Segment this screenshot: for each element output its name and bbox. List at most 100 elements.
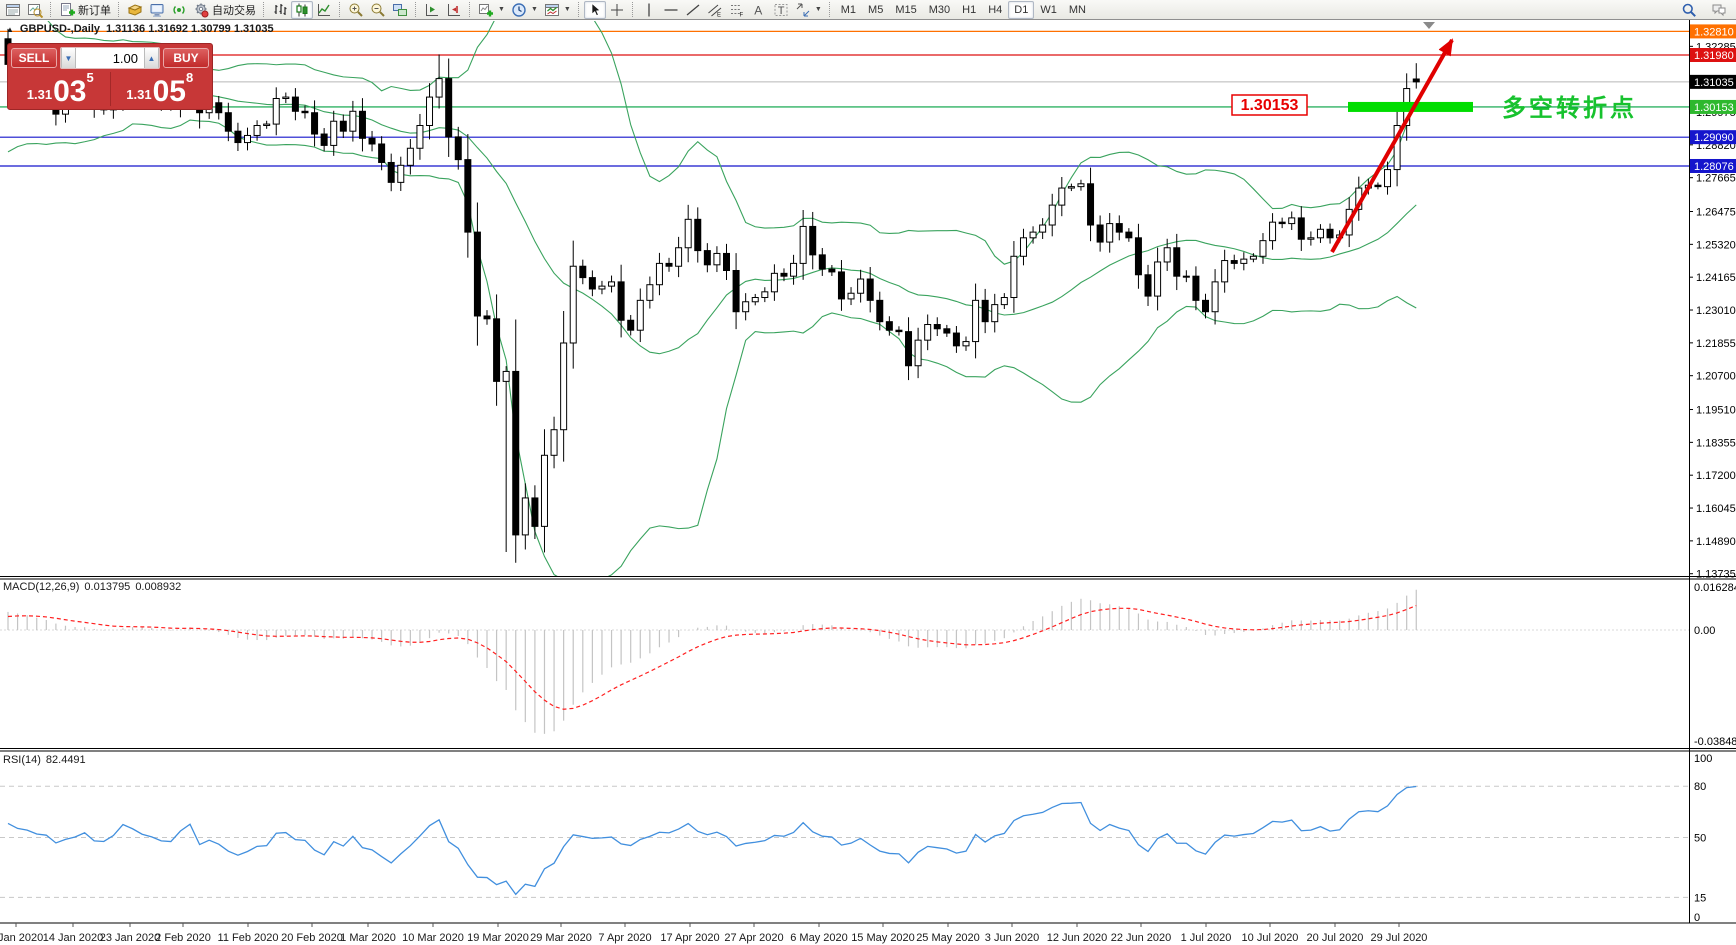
macd-scale-label: 0.00 bbox=[1694, 625, 1715, 637]
candle-body bbox=[780, 272, 788, 277]
candle-body bbox=[1096, 224, 1104, 243]
candle-body bbox=[483, 315, 491, 320]
candle-body bbox=[550, 429, 558, 456]
price-badge-label: 1.32810 bbox=[1694, 26, 1734, 38]
arrows-button[interactable]: ▼ bbox=[792, 1, 825, 19]
timeframe-m15-button[interactable]: M15 bbox=[889, 1, 922, 19]
volume-input[interactable] bbox=[76, 49, 144, 67]
chart-background bbox=[0, 20, 1736, 945]
candle-body bbox=[732, 269, 740, 313]
candle-body bbox=[885, 321, 893, 331]
date-label: 29 Jul 2020 bbox=[1371, 932, 1428, 944]
collapse-marker-icon[interactable]: ▲ bbox=[6, 24, 14, 34]
candle-body bbox=[1058, 187, 1066, 206]
indicators-button[interactable]: ▼ bbox=[475, 1, 508, 19]
price-badge bbox=[1690, 158, 1736, 173]
candle-body bbox=[1393, 125, 1401, 171]
candle-body bbox=[790, 262, 798, 277]
candle-body bbox=[646, 284, 654, 301]
rsi-scale-label: 15 bbox=[1694, 892, 1706, 904]
rsi-line bbox=[7, 785, 1417, 896]
candle-body bbox=[282, 96, 290, 99]
candle-body bbox=[1249, 255, 1257, 260]
candle-body bbox=[406, 147, 414, 166]
toolbar-separator bbox=[469, 2, 471, 17]
macd-signal-line bbox=[7, 604, 1417, 710]
timeframe-m30-button[interactable]: M30 bbox=[923, 1, 956, 19]
candle-body bbox=[464, 159, 472, 233]
buy-price-display[interactable]: 1.31 05 8 bbox=[109, 70, 210, 107]
toolbar-separator bbox=[631, 2, 634, 17]
candle-body bbox=[473, 231, 481, 317]
candle-body bbox=[244, 134, 251, 144]
price-scale-label: 1.24165 bbox=[1696, 272, 1736, 284]
candle-body bbox=[1307, 237, 1315, 240]
sell-button[interactable]: SELL bbox=[11, 48, 57, 68]
candle-body bbox=[1412, 78, 1420, 83]
price-scale-label: 1.16045 bbox=[1696, 503, 1736, 515]
candle-body bbox=[981, 299, 989, 323]
volume-increase-button[interactable]: ▲ bbox=[144, 48, 159, 68]
macd-scale-label: 0.016284 bbox=[1694, 582, 1736, 594]
price-flag-label: 1.30153 bbox=[1241, 97, 1299, 114]
price-scale-label: 1.17200 bbox=[1696, 470, 1736, 482]
cursor-button[interactable] bbox=[583, 0, 606, 19]
candle-body bbox=[263, 123, 271, 127]
timeframe-h1-button[interactable]: H1 bbox=[956, 1, 982, 19]
candle-body bbox=[713, 252, 721, 266]
timeframe-mn-button[interactable]: MN bbox=[1063, 1, 1092, 19]
candle-body bbox=[924, 324, 932, 341]
candle-body bbox=[588, 277, 596, 290]
periods-button[interactable]: ▼ bbox=[508, 1, 541, 19]
timeframe-m1-button[interactable]: M1 bbox=[835, 1, 862, 19]
macd-indicator-label: MACD(12,26,9) 0.013795 0.008932 bbox=[3, 581, 181, 593]
candle-body bbox=[1048, 204, 1056, 226]
candle-body bbox=[493, 318, 501, 382]
date-label: 20 Jul 2020 bbox=[1307, 932, 1364, 944]
date-label: 15 May 2020 bbox=[851, 932, 915, 944]
toolbar-separator bbox=[339, 2, 341, 17]
price-scale-label: 1.20700 bbox=[1696, 371, 1736, 383]
candle-body bbox=[1202, 299, 1209, 313]
candle-body bbox=[895, 329, 903, 333]
sell-price-display[interactable]: 1.31 03 5 bbox=[11, 70, 110, 107]
volume-decrease-button[interactable]: ▼ bbox=[61, 48, 76, 68]
date-label: 19 Mar 2020 bbox=[467, 932, 529, 944]
new-order-button[interactable]: 新订单 bbox=[56, 1, 114, 19]
timeframe-d1-button[interactable]: D1 bbox=[1008, 0, 1035, 19]
timeframe-m5-button[interactable]: M5 bbox=[862, 1, 889, 19]
timeframe-h4-button[interactable]: H4 bbox=[982, 1, 1008, 19]
auto-trading-button[interactable]: 自动交易 bbox=[190, 1, 259, 19]
macd-scale-label: -0.038485 bbox=[1694, 736, 1736, 748]
timeframe-w1-button[interactable]: W1 bbox=[1034, 1, 1063, 19]
date-label: 20 Feb 2020 bbox=[281, 932, 343, 944]
buy-button[interactable]: BUY bbox=[163, 48, 209, 68]
candle-body bbox=[339, 120, 347, 132]
price-badge bbox=[1690, 99, 1736, 114]
buy-price-pipette: 8 bbox=[185, 70, 194, 85]
candle-body bbox=[560, 342, 568, 431]
trend-arrow[interactable] bbox=[1330, 38, 1454, 253]
price-scale-label: 1.14890 bbox=[1696, 536, 1736, 548]
price-flag-box[interactable] bbox=[1231, 94, 1308, 116]
candle-body bbox=[426, 96, 434, 127]
support-zone-bar[interactable] bbox=[1348, 101, 1473, 112]
templates-button[interactable]: ▼ bbox=[541, 1, 574, 19]
price-scale-label: 1.18355 bbox=[1696, 437, 1736, 449]
candle-body bbox=[1384, 169, 1392, 188]
date-label: 23 Jan 2020 bbox=[100, 932, 161, 944]
candlestick-chart-button[interactable] bbox=[291, 0, 313, 19]
bollinger-upper-band bbox=[47, 21, 1417, 265]
date-label: 7 Apr 2020 bbox=[598, 932, 651, 944]
price-scale-label: 1.27665 bbox=[1696, 173, 1736, 185]
candle-body bbox=[627, 319, 635, 331]
price-badge bbox=[1690, 130, 1736, 145]
dropdown-caret-icon: ▼ bbox=[498, 6, 505, 13]
candle-body bbox=[1240, 258, 1248, 264]
candle-body bbox=[416, 125, 424, 149]
turning-point-annotation[interactable]: 多空转折点 bbox=[1502, 94, 1637, 122]
candle-body bbox=[311, 112, 319, 135]
chart-title: ▲ GBPUSD-,Daily 1.31136 1.31692 1.30799 … bbox=[6, 23, 274, 35]
date-label: 10 Jul 2020 bbox=[1242, 932, 1299, 944]
